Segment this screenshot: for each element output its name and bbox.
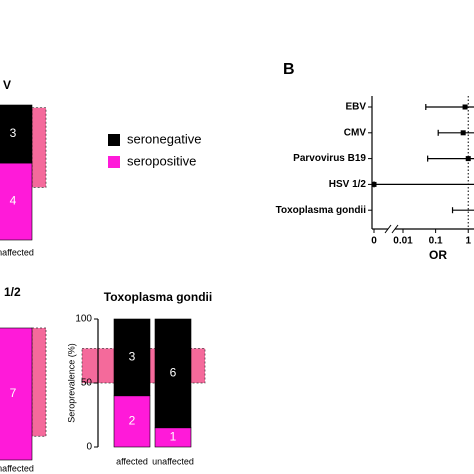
x-tick-label: 1 — [465, 236, 471, 247]
count-label: 3 — [10, 126, 17, 140]
legend-swatch — [108, 156, 120, 168]
chart-title: 1/2 — [4, 285, 21, 299]
count-label: 6 — [170, 366, 177, 380]
odds-ratio-point — [371, 181, 377, 187]
bar-segment — [113, 395, 151, 448]
y-axis-label: Seroprevalence (%) — [66, 343, 76, 423]
y-tick-label: 50 — [81, 378, 93, 389]
bar-chart: V 4 3 unaffected — [0, 78, 47, 257]
x-tick-label: affected — [116, 456, 148, 466]
y-tick-label: 100 — [75, 314, 92, 325]
reference-band — [31, 107, 47, 188]
count-label: 4 — [10, 194, 17, 208]
chart-title: V — [3, 78, 11, 92]
bar-segment — [0, 104, 33, 164]
y-tick-label: EBV — [345, 102, 366, 113]
bar-chart: Toxoplasma gondii 0 50 100 Seroprevalence (%… — [66, 290, 212, 466]
chart-title: Toxoplasma gondii — [104, 290, 212, 304]
legend-label: seropositive — [127, 153, 196, 168]
axis-break — [391, 224, 399, 234]
odds-ratio-point — [460, 130, 466, 136]
count-label: 3 — [129, 350, 136, 364]
y-tick-label: 0 — [86, 442, 92, 453]
x-tick-label: 0 — [371, 236, 377, 247]
y-tick-label: CMV — [344, 127, 367, 138]
panel-label: B — [283, 61, 295, 78]
y-tick-label: Parvovirus B19 — [293, 153, 366, 164]
legend-swatch — [108, 134, 120, 146]
bar-chart: 1/2 7 unaffected — [0, 285, 47, 473]
x-tick-label: unaffected — [152, 456, 194, 466]
count-label: 2 — [129, 414, 136, 428]
x-tick-label: unaffected — [0, 463, 34, 473]
axis-break — [384, 224, 392, 234]
count-label: 1 — [170, 430, 177, 444]
reference-band — [31, 327, 47, 437]
forest-plot: B 0 0.01 0.1 1 OR EBV CMV Parvovirus B19 HSV 1/2 T… — [276, 61, 474, 262]
bar-segment — [0, 327, 33, 461]
x-tick-label: 0.1 — [429, 236, 443, 247]
x-tick-label: unaffected — [0, 247, 34, 257]
x-axis-label: OR — [429, 248, 447, 262]
bar-segment — [154, 318, 192, 429]
bar-segment — [113, 318, 151, 397]
bar-segment — [0, 162, 33, 241]
odds-ratio-point — [462, 104, 468, 110]
odds-ratio-point — [465, 156, 471, 162]
count-label: 7 — [10, 386, 17, 400]
y-tick-label: HSV 1/2 — [329, 179, 367, 190]
x-tick-label: 0.01 — [393, 236, 413, 247]
legend-label: seronegative — [127, 131, 201, 146]
y-tick-label: Toxoplasma gondii — [276, 205, 367, 216]
legend: seronegative seropositive — [108, 131, 201, 168]
